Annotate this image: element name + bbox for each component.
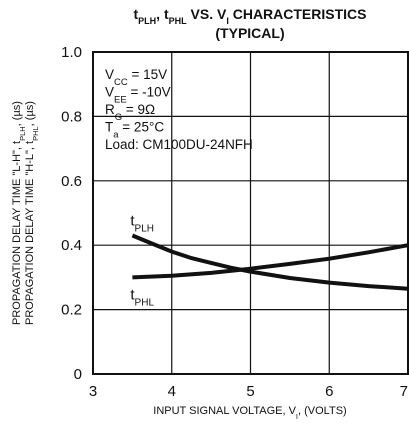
- x-tick-label: 6: [325, 383, 333, 400]
- series-line-tphl: [132, 243, 409, 280]
- y-tick-label: 1.0: [61, 44, 82, 61]
- y-tick-label: 0.2: [61, 302, 82, 319]
- condition-line: Load: CM100DU-24NFH: [105, 137, 253, 152]
- y-axis-label-line-2: PROPAGATION DELAY TIME "H-L", tPHL, (µs): [24, 101, 40, 325]
- chart-title: tPLH, tPHL VS. VI CHARACTERISTICS: [134, 6, 367, 26]
- condition-line: RG = 9Ω: [105, 102, 155, 123]
- y-tick-labels: 0 0.2 0.4 0.6 0.8 1.0: [61, 44, 82, 383]
- y-axis-label: PROPAGATION DELAY TIME "L-H", tPLH, (µs)…: [11, 101, 40, 325]
- x-tick-label: 4: [168, 383, 176, 400]
- y-tick-label: 0: [74, 366, 82, 383]
- series-curves: [131, 233, 409, 291]
- x-axis-label: INPUT SIGNAL VOLTAGE, VI, (VOLTS): [153, 405, 346, 421]
- x-tick-label: 5: [246, 383, 254, 400]
- chart-title-line-2: (TYPICAL): [215, 25, 284, 41]
- y-tick-label: 0.4: [61, 237, 82, 254]
- series-label-tplh: tPLH: [130, 213, 154, 235]
- x-tick-label: 3: [89, 383, 97, 400]
- series-label-tphl: tPHL: [130, 286, 154, 308]
- y-tick-label: 0.8: [61, 108, 82, 125]
- x-tick-labels: 3 4 5 6 7: [89, 383, 408, 400]
- series-line-tplh: [131, 233, 409, 291]
- x-tick-label: 7: [400, 383, 408, 400]
- y-axis-label-line-1: PROPAGATION DELAY TIME "L-H", tPLH, (µs): [11, 101, 27, 325]
- grid: [93, 52, 408, 374]
- condition-line: VCC = 15V: [105, 67, 167, 88]
- condition-line: Ta = 25°C: [105, 120, 164, 141]
- y-tick-label: 0.6: [61, 173, 82, 190]
- series-labels: tPLH tPHL: [130, 213, 154, 308]
- condition-line: VEE = -10V: [105, 85, 171, 106]
- plot-frame: [92, 51, 409, 375]
